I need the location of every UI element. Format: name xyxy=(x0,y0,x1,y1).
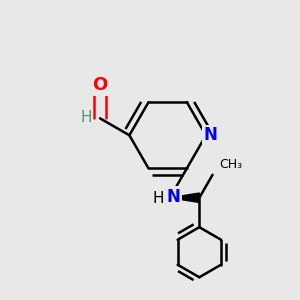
Text: H: H xyxy=(153,191,164,206)
Text: O: O xyxy=(92,76,108,94)
Polygon shape xyxy=(170,193,199,202)
Text: N: N xyxy=(167,188,180,206)
Text: H: H xyxy=(80,110,92,125)
Text: N: N xyxy=(204,126,218,144)
Text: CH₃: CH₃ xyxy=(219,158,242,171)
